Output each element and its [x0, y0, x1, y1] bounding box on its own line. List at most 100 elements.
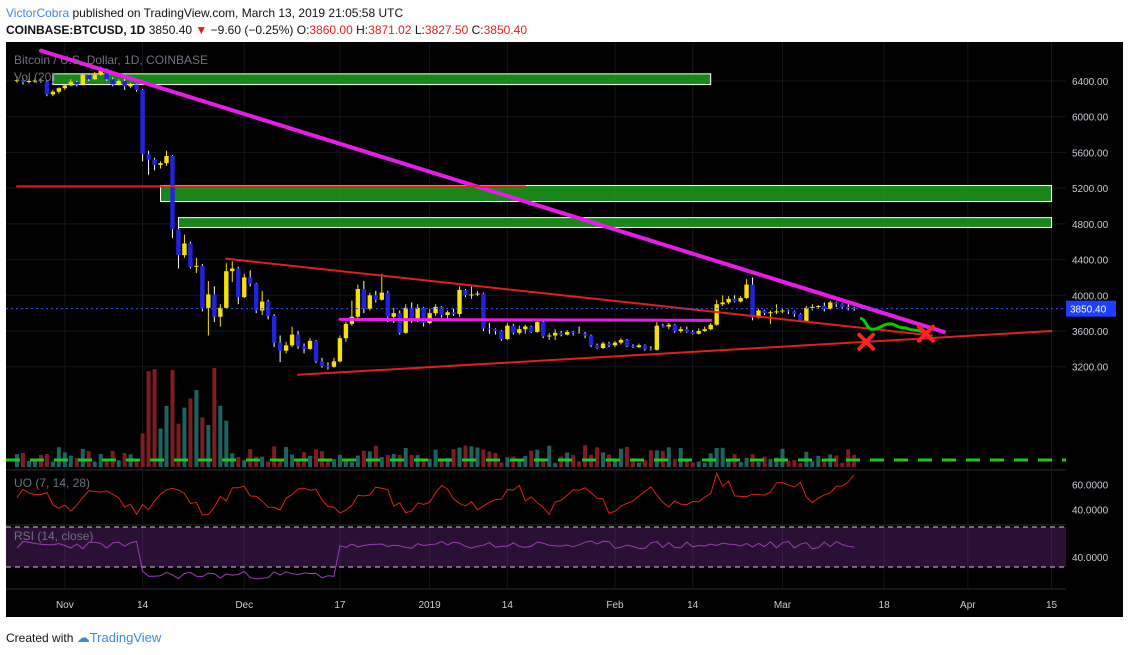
volume-bar [738, 462, 743, 467]
candle-body [14, 80, 20, 82]
volume-bar [98, 454, 103, 467]
candle-body [301, 346, 307, 349]
candle-body [642, 345, 648, 349]
candle-body [385, 292, 390, 317]
volume-bar [385, 455, 390, 467]
author-name[interactable]: VictorCobra [6, 6, 70, 20]
volume-bar [822, 461, 827, 467]
volume-bar [774, 457, 779, 467]
volume-bar [780, 448, 785, 467]
candle-body [104, 69, 109, 80]
volume-bar [678, 448, 683, 467]
candle-body [535, 322, 540, 332]
candle-body [170, 156, 175, 230]
candle-body [600, 343, 606, 348]
volume-bar [278, 458, 283, 467]
price-tick-label: 3200.00 [1072, 363, 1109, 374]
chart-area[interactable]: Nov 14 Dec 17 2019 14 Feb 14 Mar 18 Apr 15 Bitcoin … [6, 42, 1066, 617]
candle-body [343, 323, 349, 339]
candle-body [451, 312, 456, 315]
volume-bar [349, 462, 354, 467]
candle-body [427, 313, 432, 323]
candle-body [445, 312, 450, 315]
volume-bar [50, 461, 55, 467]
price-axis[interactable]: 6400.00 6000.00 5600.00 5200.00 4800.00 4400.… [1066, 42, 1123, 617]
price-change: −9.60 (−0.25%) [210, 23, 294, 37]
candle-body [517, 329, 522, 333]
candle-body [110, 79, 115, 85]
volume-bar [146, 371, 151, 467]
candle-body [469, 294, 474, 296]
tradingview-logo-icon[interactable]: ☁ [76, 630, 90, 645]
volume-bar [792, 460, 797, 467]
volume-bar [188, 398, 193, 467]
volume-bar [68, 455, 73, 467]
volume-bar [134, 459, 139, 467]
volume-bar [642, 460, 647, 467]
candle-body [415, 307, 420, 322]
candle-body [726, 298, 731, 303]
change-down-icon: ▼ [195, 23, 208, 37]
price-chart-svg[interactable]: Nov 14 Dec 17 2019 14 Feb 14 Mar 18 Apr 15 Bitcoin … [6, 42, 1066, 617]
candle-body [684, 329, 689, 332]
candle-body [38, 80, 44, 82]
price-tick-label: 6000.00 [1072, 113, 1109, 124]
volume-bar [511, 456, 516, 467]
candle-body [553, 332, 558, 336]
volume-bar [176, 423, 181, 467]
volume-bar [577, 461, 582, 467]
volume-bar [505, 457, 510, 467]
volume-bar [583, 445, 588, 467]
volume-bar [613, 460, 617, 467]
volume-bar [786, 460, 791, 467]
time-tick-label: 18 [879, 600, 891, 611]
volume-bar [158, 428, 163, 467]
volume-bar [666, 447, 671, 467]
volume-bar [571, 455, 576, 467]
candle-body [672, 324, 677, 332]
candle-body [337, 338, 343, 362]
candle-body [810, 306, 815, 308]
candle-body [822, 306, 827, 309]
volume-bar [636, 462, 641, 467]
candle-body [283, 345, 289, 351]
candle-body [798, 314, 803, 322]
candle-body [74, 81, 79, 85]
candle-body [271, 315, 277, 343]
candle-body [313, 340, 319, 362]
candle-body [666, 324, 672, 327]
volume-bar [260, 456, 265, 467]
tradingview-brand[interactable]: TradingView [89, 630, 162, 645]
candle-body [547, 335, 552, 337]
price-axis-svg[interactable]: 6400.00 6000.00 5600.00 5200.00 4800.00 4400.… [1066, 42, 1123, 617]
candle-body [194, 265, 199, 267]
candle-body [541, 322, 546, 337]
candle-body [44, 81, 50, 95]
candle-body [654, 325, 660, 350]
uo-line [16, 472, 855, 516]
candle-body [367, 295, 373, 309]
close-label: C: [471, 23, 484, 37]
volume-bar [523, 455, 528, 467]
candle-body [840, 304, 845, 307]
candle-body [852, 307, 857, 309]
candle-body [68, 81, 74, 86]
volume-bar [104, 458, 109, 467]
candle-body [128, 84, 133, 87]
candle-body [224, 271, 229, 308]
volume-bar [469, 446, 474, 467]
candle-body [828, 302, 833, 309]
volume-bar [499, 462, 504, 467]
volume-bar [618, 448, 623, 467]
created-with-label: Created with [6, 631, 74, 645]
volume-bar [475, 447, 480, 467]
volume-bar [182, 407, 187, 467]
candle-body [421, 307, 426, 323]
candle-body [732, 298, 737, 302]
rsi-tick-label: 40.0000 [1072, 553, 1109, 564]
volume-bar [290, 454, 295, 467]
volume-bar [690, 462, 695, 467]
ohlc-line: COINBASE:BTCUSD, 1D 3850.40 ▼ −9.60 (−0.… [6, 23, 527, 37]
volume-bar [433, 449, 438, 467]
candle-body [750, 284, 755, 318]
